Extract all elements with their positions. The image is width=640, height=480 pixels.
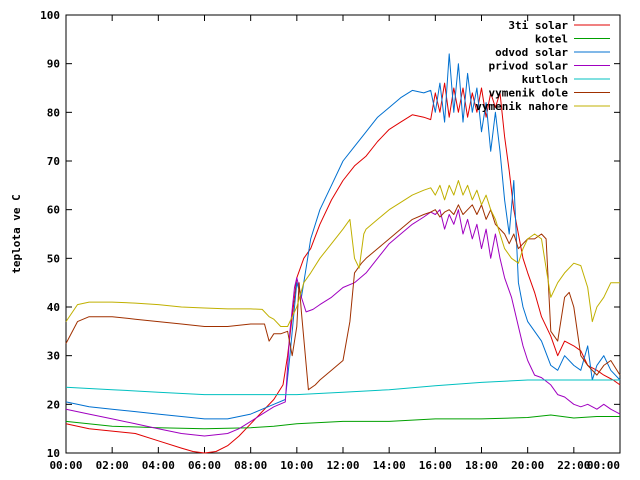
legend-label: odvod solar: [495, 46, 568, 59]
x-tick-label: 06:00: [188, 459, 221, 472]
x-tick-label: 08:00: [234, 459, 267, 472]
x-tick-label: 22:00: [557, 459, 590, 472]
y-axis: 10 20 30 40 50 60 70 80 90 100: [40, 9, 620, 460]
x-tick-label: 02:00: [96, 459, 129, 472]
series-line-odvod-solar: [65, 53, 621, 420]
series-line-vymenik-nahore: [65, 180, 620, 327]
series-line-3ti-solar: [65, 82, 621, 454]
y-tick-label: 80: [47, 106, 60, 119]
y-tick-label: 60: [47, 204, 60, 217]
x-tick-label: 14:00: [373, 459, 406, 472]
series-line-kutloch: [65, 379, 620, 396]
x-tick-label: 00:00: [587, 459, 620, 472]
y-axis-label: teplota ve C: [10, 194, 23, 273]
y-tick-label: 100: [40, 9, 60, 22]
x-tick-label: 12:00: [326, 459, 359, 472]
series-lines: [65, 53, 621, 454]
y-tick-label: 40: [47, 301, 60, 314]
y-tick-label: 90: [47, 58, 60, 71]
x-tick-label: 16:00: [419, 459, 452, 472]
y-tick-label: 30: [47, 350, 60, 363]
legend-label: vymenik dole: [489, 87, 569, 100]
x-axis: 00:00 02:00 04:00 06:00 08:00 10:00 12:00 14:00…: [49, 15, 621, 472]
legend-label: kutloch: [522, 73, 568, 86]
legend-label: vymenik nahore: [475, 100, 568, 113]
y-tick-label: 50: [47, 252, 60, 265]
y-tick-label: 70: [47, 155, 60, 168]
legend-label: 3ti solar: [508, 19, 568, 32]
x-tick-label: 20:00: [511, 459, 544, 472]
legend-label: kotel: [535, 33, 568, 46]
x-tick-label: 00:00: [49, 459, 82, 472]
y-tick-label: 10: [47, 447, 60, 460]
x-tick-label: 10:00: [280, 459, 313, 472]
series-line-privod-solar: [65, 209, 621, 437]
legend-label: privod solar: [489, 60, 569, 73]
x-tick-label: 18:00: [465, 459, 498, 472]
x-tick-label: 04:00: [142, 459, 175, 472]
y-tick-label: 20: [47, 398, 60, 411]
series-line-kotel: [65, 414, 620, 430]
series-line-vymenik-dole: [65, 204, 621, 391]
